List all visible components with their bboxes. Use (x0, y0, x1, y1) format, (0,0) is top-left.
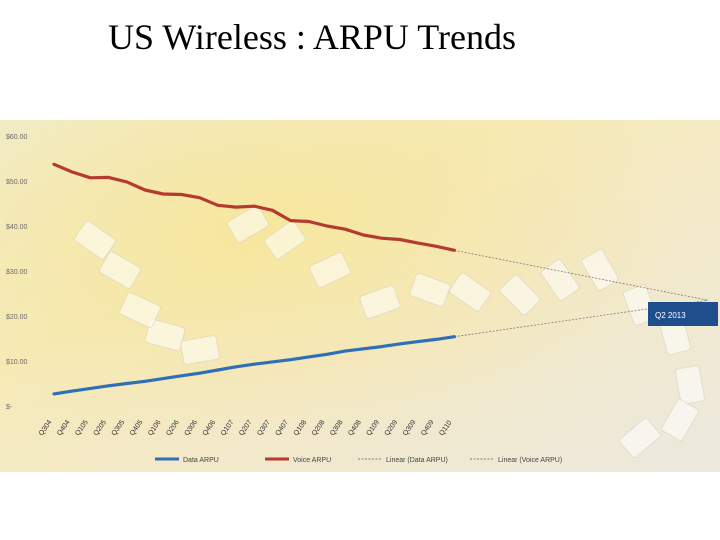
y-tick-label: $- (6, 404, 13, 411)
data-point (234, 365, 238, 369)
background-tile (675, 365, 705, 405)
legend-label: Voice ARPU (293, 457, 331, 464)
background-tile (540, 259, 580, 301)
data-point (289, 219, 292, 222)
legend-label: Linear (Voice ARPU) (498, 457, 562, 464)
data-point (434, 338, 438, 341)
data-point (52, 162, 56, 166)
data-point (307, 220, 311, 223)
data-point (325, 352, 329, 356)
data-point (416, 340, 420, 344)
data-point (252, 204, 256, 208)
data-point (52, 392, 56, 396)
background-tile (499, 274, 541, 316)
y-tick-label: $30.00 (6, 269, 28, 276)
background-tile (619, 417, 661, 459)
data-point (362, 347, 365, 351)
data-point (180, 374, 183, 378)
data-point (107, 176, 110, 179)
data-point (198, 196, 202, 200)
annotation-box (648, 302, 718, 326)
data-point (343, 349, 347, 353)
background-tile (581, 249, 619, 291)
background-tile (359, 284, 401, 320)
y-tick-label: $40.00 (6, 224, 28, 231)
background-tile (144, 318, 186, 352)
data-point (180, 193, 183, 196)
data-point (362, 233, 365, 237)
background-tile (264, 220, 306, 260)
data-point (70, 170, 74, 174)
y-tick-label: $60.00 (6, 134, 28, 141)
data-point (89, 387, 92, 390)
background-tile (661, 399, 699, 441)
data-point (453, 335, 456, 339)
chart-background-glow (0, 120, 720, 472)
data-point (398, 342, 402, 346)
arpu-line-chart: $- $10.00 $20.00 $30.00 $40.00 $50.00 $60.00 Q… (0, 120, 720, 472)
slide-title: US Wireless : ARPU Trends (108, 17, 516, 57)
data-point (107, 384, 110, 388)
chart-area: $- $10.00 $20.00 $30.00 $40.00 $50.00 $60.00 Q… (0, 120, 720, 472)
background-tile (180, 335, 220, 365)
background-tile (99, 251, 141, 289)
data-point (125, 180, 129, 184)
data-point (143, 379, 147, 383)
data-point (125, 382, 129, 385)
data-point (161, 377, 165, 380)
data-point (271, 360, 274, 364)
y-tick-label: $20.00 (6, 314, 28, 321)
legend-label: Linear (Data ARPU) (386, 457, 448, 464)
data-point (343, 227, 347, 231)
y-tick-label: $10.00 (6, 359, 28, 366)
legend-label: Data ARPU (183, 457, 219, 464)
data-point (161, 192, 165, 196)
data-point (70, 389, 74, 393)
data-point (198, 371, 202, 375)
data-point (143, 188, 147, 192)
background-tile (409, 272, 451, 308)
background-tile (119, 292, 161, 328)
data-point (380, 345, 383, 348)
background-tile (309, 252, 351, 288)
background-tile (227, 205, 269, 243)
data-point (216, 368, 220, 372)
data-point (89, 176, 92, 180)
trendline (454, 249, 709, 301)
background-tile (449, 272, 491, 312)
data-point (380, 236, 383, 240)
data-point (289, 358, 292, 362)
data-point (271, 208, 274, 212)
data-point (252, 362, 256, 366)
data-point (416, 241, 420, 245)
data-point (453, 248, 456, 252)
data-point (398, 238, 402, 241)
data-point (325, 224, 329, 228)
annotation-label: Q2 2013 (655, 311, 686, 320)
y-tick-label: $50.00 (6, 179, 28, 186)
background-tile (74, 220, 116, 260)
data-point (434, 244, 438, 248)
data-point (234, 205, 238, 209)
data-point (307, 355, 311, 359)
data-point (216, 203, 220, 207)
